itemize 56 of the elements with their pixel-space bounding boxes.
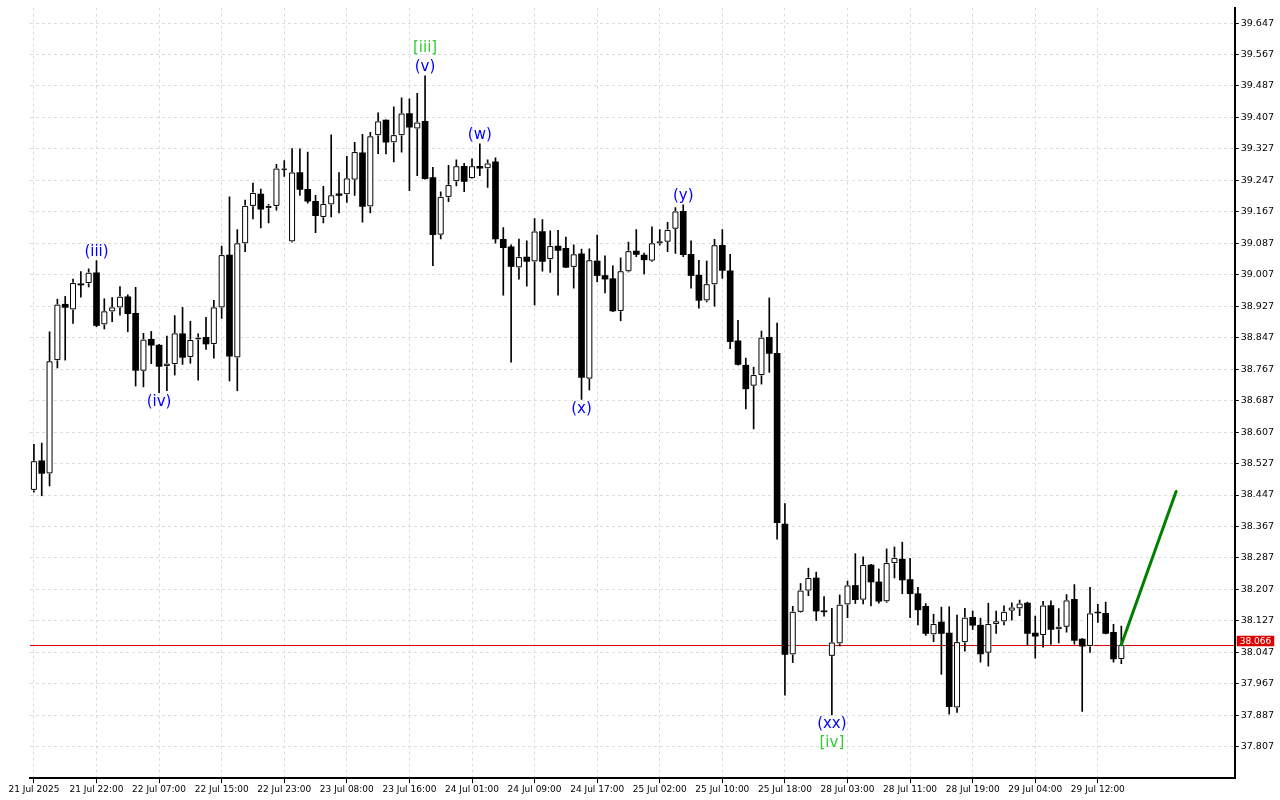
annotation: (xx) xyxy=(817,714,847,733)
y-tick-label: 38.367 xyxy=(1240,519,1275,531)
y-tick-label: 39.327 xyxy=(1240,142,1275,154)
y-tick-label: 37.967 xyxy=(1240,677,1275,689)
x-tick-label: 23 Jul 08:00 xyxy=(319,783,375,794)
y-tick-label: 37.807 xyxy=(1240,740,1275,752)
annotation: (iii) xyxy=(84,241,109,260)
x-tick-label: 28 Jul 19:00 xyxy=(945,783,1000,794)
x-tick-label: 29 Jul 04:00 xyxy=(1008,783,1063,794)
y-tick-label: 39.167 xyxy=(1240,205,1275,217)
x-tick-label: 25 Jul 02:00 xyxy=(632,783,688,794)
x-tick-label: 28 Jul 03:00 xyxy=(820,783,875,794)
x-tick-label: 29 Jul 12:00 xyxy=(1070,783,1126,794)
y-tick-label: 37.887 xyxy=(1240,708,1275,720)
annotation: (v) xyxy=(414,57,436,76)
y-tick-label: 38.847 xyxy=(1240,331,1275,343)
x-tick-label: 23 Jul 16:00 xyxy=(382,783,437,794)
annotation: (w) xyxy=(467,125,492,144)
y-tick-label: 38.527 xyxy=(1240,457,1275,469)
y-tick-label: 39.647 xyxy=(1240,16,1275,28)
annotation: [iv] xyxy=(819,733,845,752)
y-tick-label: 38.767 xyxy=(1240,362,1275,374)
x-tick-label: 24 Jul 01:00 xyxy=(445,783,500,794)
x-tick-label: 24 Jul 09:00 xyxy=(507,783,562,794)
x-tick-label: 22 Jul 23:00 xyxy=(257,783,312,794)
y-tick-label: 38.447 xyxy=(1240,488,1275,500)
y-tick-label: 39.487 xyxy=(1240,79,1275,91)
candlestick xyxy=(77,271,85,298)
x-tick-label: 28 Jul 11:00 xyxy=(883,783,938,794)
candlestick xyxy=(554,229,562,296)
x-tick-label: 25 Jul 10:00 xyxy=(695,783,750,794)
y-tick-label: 39.247 xyxy=(1240,173,1275,185)
y-tick-label: 38.927 xyxy=(1240,299,1275,311)
x-tick-label: 21 Jul 2025 xyxy=(8,783,60,794)
ref-line-label: 38.066 xyxy=(1239,635,1272,646)
annotation: (x) xyxy=(571,398,592,417)
y-tick-label: 38.047 xyxy=(1240,645,1275,657)
x-tick-label: 22 Jul 07:00 xyxy=(132,783,187,794)
y-tick-label: 38.207 xyxy=(1240,582,1275,594)
y-tick-label: 38.127 xyxy=(1240,614,1275,626)
annotation: (iv) xyxy=(146,392,172,411)
y-tick-label: 38.287 xyxy=(1240,551,1275,563)
candlestick xyxy=(992,610,1000,634)
candlestick xyxy=(335,172,343,214)
x-tick-label: 21 Jul 22:00 xyxy=(69,783,124,794)
y-tick-label: 39.407 xyxy=(1240,110,1275,122)
annotation: [iii] xyxy=(412,38,438,57)
y-tick-label: 39.567 xyxy=(1240,47,1275,59)
x-tick-label: 24 Jul 17:00 xyxy=(570,783,625,794)
x-tick-label: 25 Jul 18:00 xyxy=(757,783,813,794)
y-tick-label: 38.687 xyxy=(1240,394,1275,406)
y-tick-label: 39.007 xyxy=(1240,268,1275,280)
y-tick-label: 39.087 xyxy=(1240,236,1275,248)
y-tick-label: 38.607 xyxy=(1240,425,1275,437)
annotation: (y) xyxy=(672,186,694,205)
x-tick-label: 22 Jul 15:00 xyxy=(194,783,249,794)
